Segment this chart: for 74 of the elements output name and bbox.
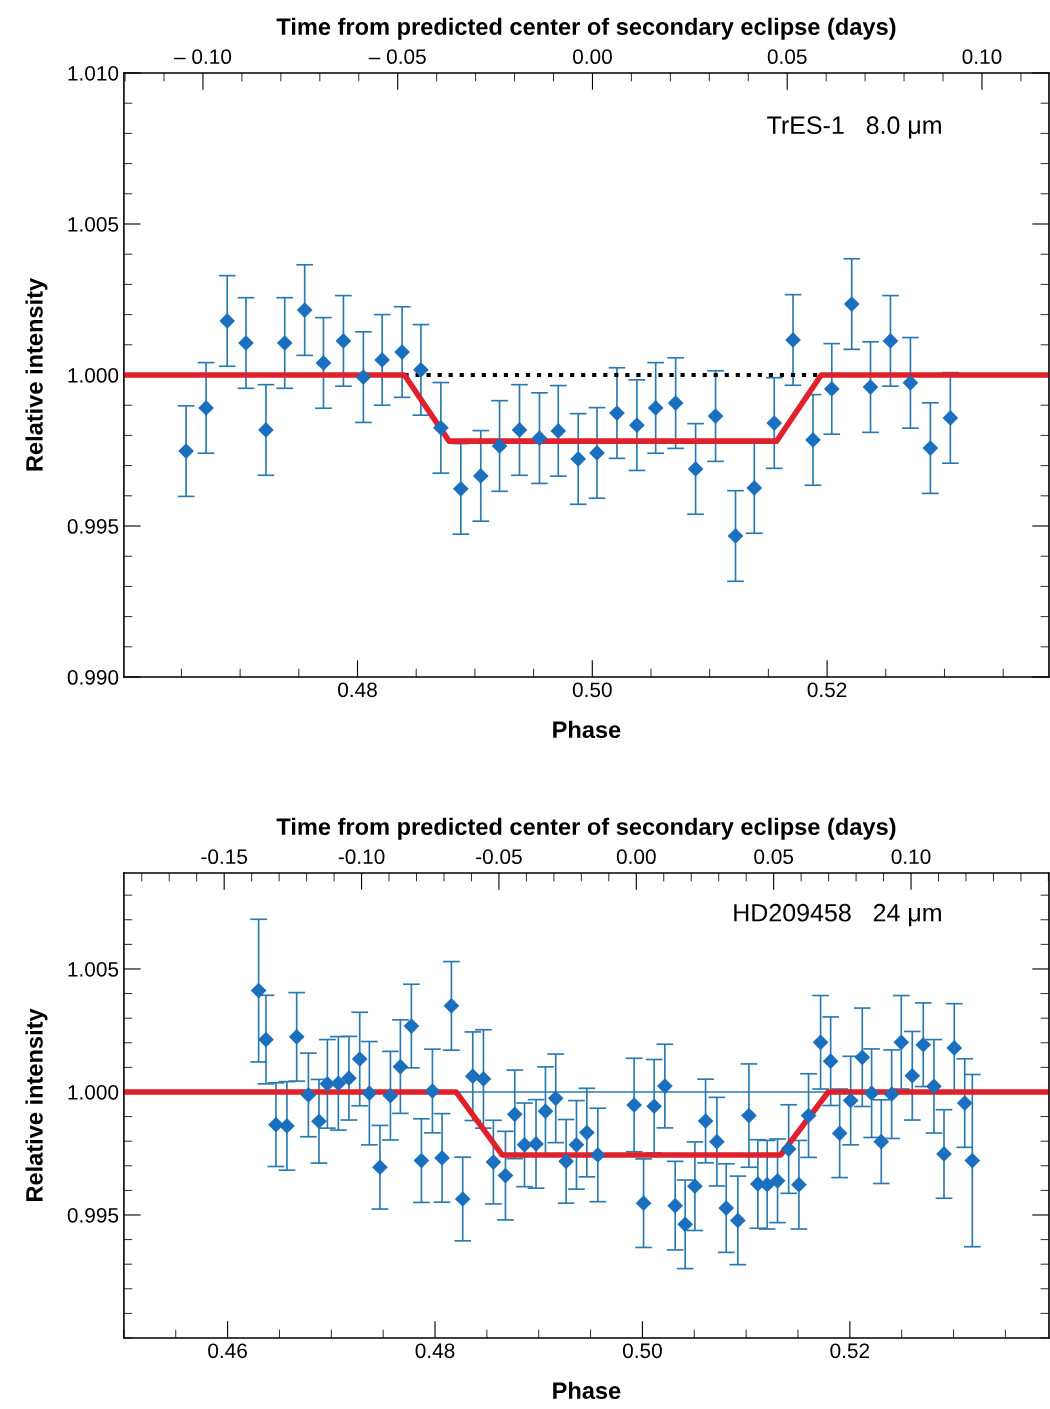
- point: [511, 422, 528, 438]
- x-tick-label: 0.50: [572, 682, 612, 698]
- x-tick-label: 0.48: [338, 682, 377, 698]
- x-tick-label: 0.50: [622, 1343, 662, 1359]
- x2-axis-title: Time from predicted center of secondary eclipse (days): [276, 817, 896, 840]
- point: [570, 451, 587, 467]
- point: [629, 417, 645, 433]
- x2-tick-label: – 0.10: [174, 49, 232, 65]
- point: [178, 443, 194, 459]
- y-axis-title: Relative intensity: [25, 278, 48, 471]
- point: [647, 400, 664, 416]
- x2-tick-label: – 0.05: [368, 49, 426, 65]
- point: [727, 528, 744, 544]
- point: [667, 395, 684, 411]
- point: [491, 438, 508, 454]
- x2-tick-label: -0.10: [338, 849, 385, 865]
- x2-tick-label: -0.15: [201, 849, 248, 865]
- point: [296, 302, 313, 318]
- x-tick-label: 0.48: [415, 1343, 455, 1359]
- point: [452, 481, 469, 497]
- x2-tick-label: 0.00: [616, 849, 656, 865]
- point: [609, 405, 625, 421]
- y-tick-label: 0.995: [67, 519, 119, 534]
- point: [687, 461, 704, 477]
- point: [531, 430, 548, 446]
- y-tick-label: 1.005: [68, 961, 119, 977]
- point: [433, 420, 449, 436]
- point: [550, 423, 567, 439]
- x2-tick-label: 0.05: [754, 849, 794, 865]
- point: [922, 440, 939, 456]
- point: [394, 344, 410, 360]
- y-tick-label: 1.000: [68, 368, 119, 383]
- y-tick-label: 1.000: [68, 1084, 119, 1100]
- annotation: TrES-1 8.0 μm: [767, 116, 941, 139]
- point: [823, 381, 840, 397]
- point: [374, 352, 391, 368]
- y-tick-label: 1.010: [68, 65, 119, 81]
- point: [355, 369, 372, 385]
- point: [902, 375, 919, 391]
- point: [276, 335, 293, 351]
- point: [219, 313, 236, 329]
- point: [862, 379, 879, 395]
- x-tick-label: 0.52: [830, 1343, 870, 1359]
- point: [315, 355, 332, 371]
- x-axis-title: Phase: [553, 1381, 621, 1400]
- point: [942, 410, 959, 426]
- point: [589, 445, 605, 461]
- x2-tick-label: 0.10: [962, 49, 1002, 65]
- point: [805, 432, 821, 448]
- point: [238, 335, 254, 351]
- point: [258, 422, 274, 438]
- y-tick-label: 1.005: [68, 217, 119, 232]
- x-axis-title: Phase: [553, 720, 621, 739]
- x2-axis-title: Time from predicted center of secondary eclipse (days): [276, 17, 896, 40]
- point: [766, 415, 783, 431]
- x2-tick-label: 0.05: [767, 49, 807, 65]
- x-tick-label: 0.46: [208, 1343, 247, 1359]
- y-tick-label: 0.990: [67, 670, 119, 685]
- point: [472, 468, 489, 484]
- y-axis-title: Relative intensity: [25, 1008, 48, 1202]
- point: [707, 408, 724, 424]
- x-tick-label: 0.52: [807, 682, 847, 698]
- x2-tick-label: 0.00: [573, 49, 612, 65]
- point: [413, 362, 429, 378]
- point: [843, 296, 860, 312]
- point: [198, 400, 214, 416]
- y-tick-label: 0.995: [67, 1207, 119, 1223]
- point: [746, 480, 763, 496]
- point: [785, 332, 801, 348]
- point: [335, 333, 352, 349]
- point: [882, 333, 899, 349]
- x2-tick-label: -0.05: [476, 849, 522, 865]
- x2-tick-label: 0.10: [891, 849, 931, 865]
- annotation: HD209458 24 μm: [734, 903, 941, 927]
